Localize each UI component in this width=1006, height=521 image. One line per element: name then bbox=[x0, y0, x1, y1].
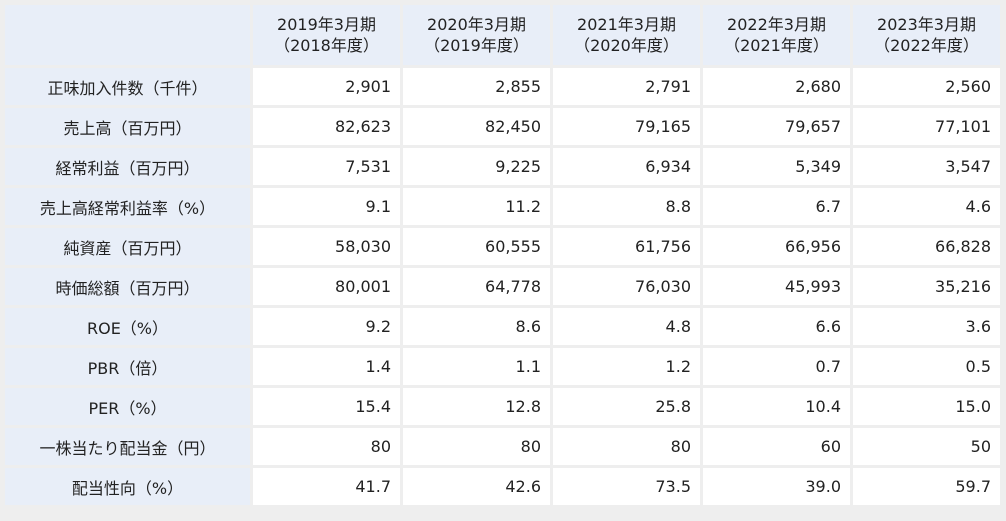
table-row: 配当性向（%） 41.7 42.6 73.5 39.0 59.7 bbox=[5, 468, 1000, 505]
table-cell: 1.1 bbox=[403, 348, 550, 385]
table-cell: 9.2 bbox=[253, 308, 400, 345]
table-cell: 9,225 bbox=[403, 148, 550, 185]
table-cell: 35,216 bbox=[853, 268, 1000, 305]
table-row: 経常利益（百万円） 7,531 9,225 6,934 5,349 3,547 bbox=[5, 148, 1000, 185]
table-cell: 66,956 bbox=[703, 228, 850, 265]
table-row: 売上高（百万円） 82,623 82,450 79,165 79,657 77,101 bbox=[5, 108, 1000, 145]
table-cell: 79,657 bbox=[703, 108, 850, 145]
table-cell: 80,001 bbox=[253, 268, 400, 305]
table-cell: 82,623 bbox=[253, 108, 400, 145]
table-cell: 77,101 bbox=[853, 108, 1000, 145]
table-cell: 6,934 bbox=[553, 148, 700, 185]
table-cell: 60,555 bbox=[403, 228, 550, 265]
table-cell: 2,901 bbox=[253, 68, 400, 105]
table-cell: 5,349 bbox=[703, 148, 850, 185]
table-cell: 8.6 bbox=[403, 308, 550, 345]
table-cell: 3,547 bbox=[853, 148, 1000, 185]
table-cell: 79,165 bbox=[553, 108, 700, 145]
table-row: 正味加入件数（千件） 2,901 2,855 2,791 2,680 2,560 bbox=[5, 68, 1000, 105]
table-row: 売上高経常利益率（%） 9.1 11.2 8.8 6.7 4.6 bbox=[5, 188, 1000, 225]
table-cell: 42.6 bbox=[403, 468, 550, 505]
table-cell: 80 bbox=[253, 428, 400, 465]
table-cell: 3.6 bbox=[853, 308, 1000, 345]
table-cell: 50 bbox=[853, 428, 1000, 465]
table-cell: 39.0 bbox=[703, 468, 850, 505]
table-row: PER（%） 15.4 12.8 25.8 10.4 15.0 bbox=[5, 388, 1000, 425]
row-label: 配当性向（%） bbox=[5, 468, 250, 505]
table-cell: 7,531 bbox=[253, 148, 400, 185]
column-header: 2022年3月期 （2021年度） bbox=[703, 5, 850, 65]
table-cell: 82,450 bbox=[403, 108, 550, 145]
table-cell: 15.0 bbox=[853, 388, 1000, 425]
table-cell: 45,993 bbox=[703, 268, 850, 305]
table-cell: 12.8 bbox=[403, 388, 550, 425]
table-cell: 15.4 bbox=[253, 388, 400, 425]
table-row: ROE（%） 9.2 8.6 4.8 6.6 3.6 bbox=[5, 308, 1000, 345]
table-cell: 4.8 bbox=[553, 308, 700, 345]
row-label: 正味加入件数（千件） bbox=[5, 68, 250, 105]
header-row: 2019年3月期 （2018年度） 2020年3月期 （2019年度） 2021年3… bbox=[5, 5, 1000, 65]
row-label: 売上高経常利益率（%） bbox=[5, 188, 250, 225]
table-cell: 25.8 bbox=[553, 388, 700, 425]
row-label: PBR（倍） bbox=[5, 348, 250, 385]
table-cell: 64,778 bbox=[403, 268, 550, 305]
table-cell: 0.5 bbox=[853, 348, 1000, 385]
table-cell: 2,855 bbox=[403, 68, 550, 105]
table-cell: 4.6 bbox=[853, 188, 1000, 225]
table-row: 純資産（百万円） 58,030 60,555 61,756 66,956 66,828 bbox=[5, 228, 1000, 265]
table-cell: 59.7 bbox=[853, 468, 1000, 505]
row-label: 経常利益（百万円） bbox=[5, 148, 250, 185]
table-cell: 58,030 bbox=[253, 228, 400, 265]
table-cell: 6.7 bbox=[703, 188, 850, 225]
table-cell: 80 bbox=[403, 428, 550, 465]
table-cell: 73.5 bbox=[553, 468, 700, 505]
column-header: 2019年3月期 （2018年度） bbox=[253, 5, 400, 65]
table-cell: 41.7 bbox=[253, 468, 400, 505]
row-label: ROE（%） bbox=[5, 308, 250, 345]
financial-summary-table: 2019年3月期 （2018年度） 2020年3月期 （2019年度） 2021年3… bbox=[2, 2, 1003, 508]
table-cell: 2,680 bbox=[703, 68, 850, 105]
table-cell: 0.7 bbox=[703, 348, 850, 385]
table-cell: 76,030 bbox=[553, 268, 700, 305]
table-cell: 9.1 bbox=[253, 188, 400, 225]
column-header: 2021年3月期 （2020年度） bbox=[553, 5, 700, 65]
table-cell: 66,828 bbox=[853, 228, 1000, 265]
column-header: 2020年3月期 （2019年度） bbox=[403, 5, 550, 65]
row-label: PER（%） bbox=[5, 388, 250, 425]
column-header: 2023年3月期 （2022年度） bbox=[853, 5, 1000, 65]
row-label: 売上高（百万円） bbox=[5, 108, 250, 145]
table-row: 一株当たり配当金（円） 80 80 80 60 50 bbox=[5, 428, 1000, 465]
table-cell: 1.2 bbox=[553, 348, 700, 385]
table-row: 時価総額（百万円） 80,001 64,778 76,030 45,993 35,216 bbox=[5, 268, 1000, 305]
table-cell: 2,560 bbox=[853, 68, 1000, 105]
table-cell: 10.4 bbox=[703, 388, 850, 425]
table-cell: 2,791 bbox=[553, 68, 700, 105]
header-corner-cell bbox=[5, 5, 250, 65]
row-label: 一株当たり配当金（円） bbox=[5, 428, 250, 465]
table-cell: 61,756 bbox=[553, 228, 700, 265]
table-cell: 1.4 bbox=[253, 348, 400, 385]
table-cell: 60 bbox=[703, 428, 850, 465]
table-cell: 80 bbox=[553, 428, 700, 465]
table-cell: 11.2 bbox=[403, 188, 550, 225]
row-label: 純資産（百万円） bbox=[5, 228, 250, 265]
row-label: 時価総額（百万円） bbox=[5, 268, 250, 305]
table-cell: 8.8 bbox=[553, 188, 700, 225]
table-cell: 6.6 bbox=[703, 308, 850, 345]
table-row: PBR（倍） 1.4 1.1 1.2 0.7 0.5 bbox=[5, 348, 1000, 385]
